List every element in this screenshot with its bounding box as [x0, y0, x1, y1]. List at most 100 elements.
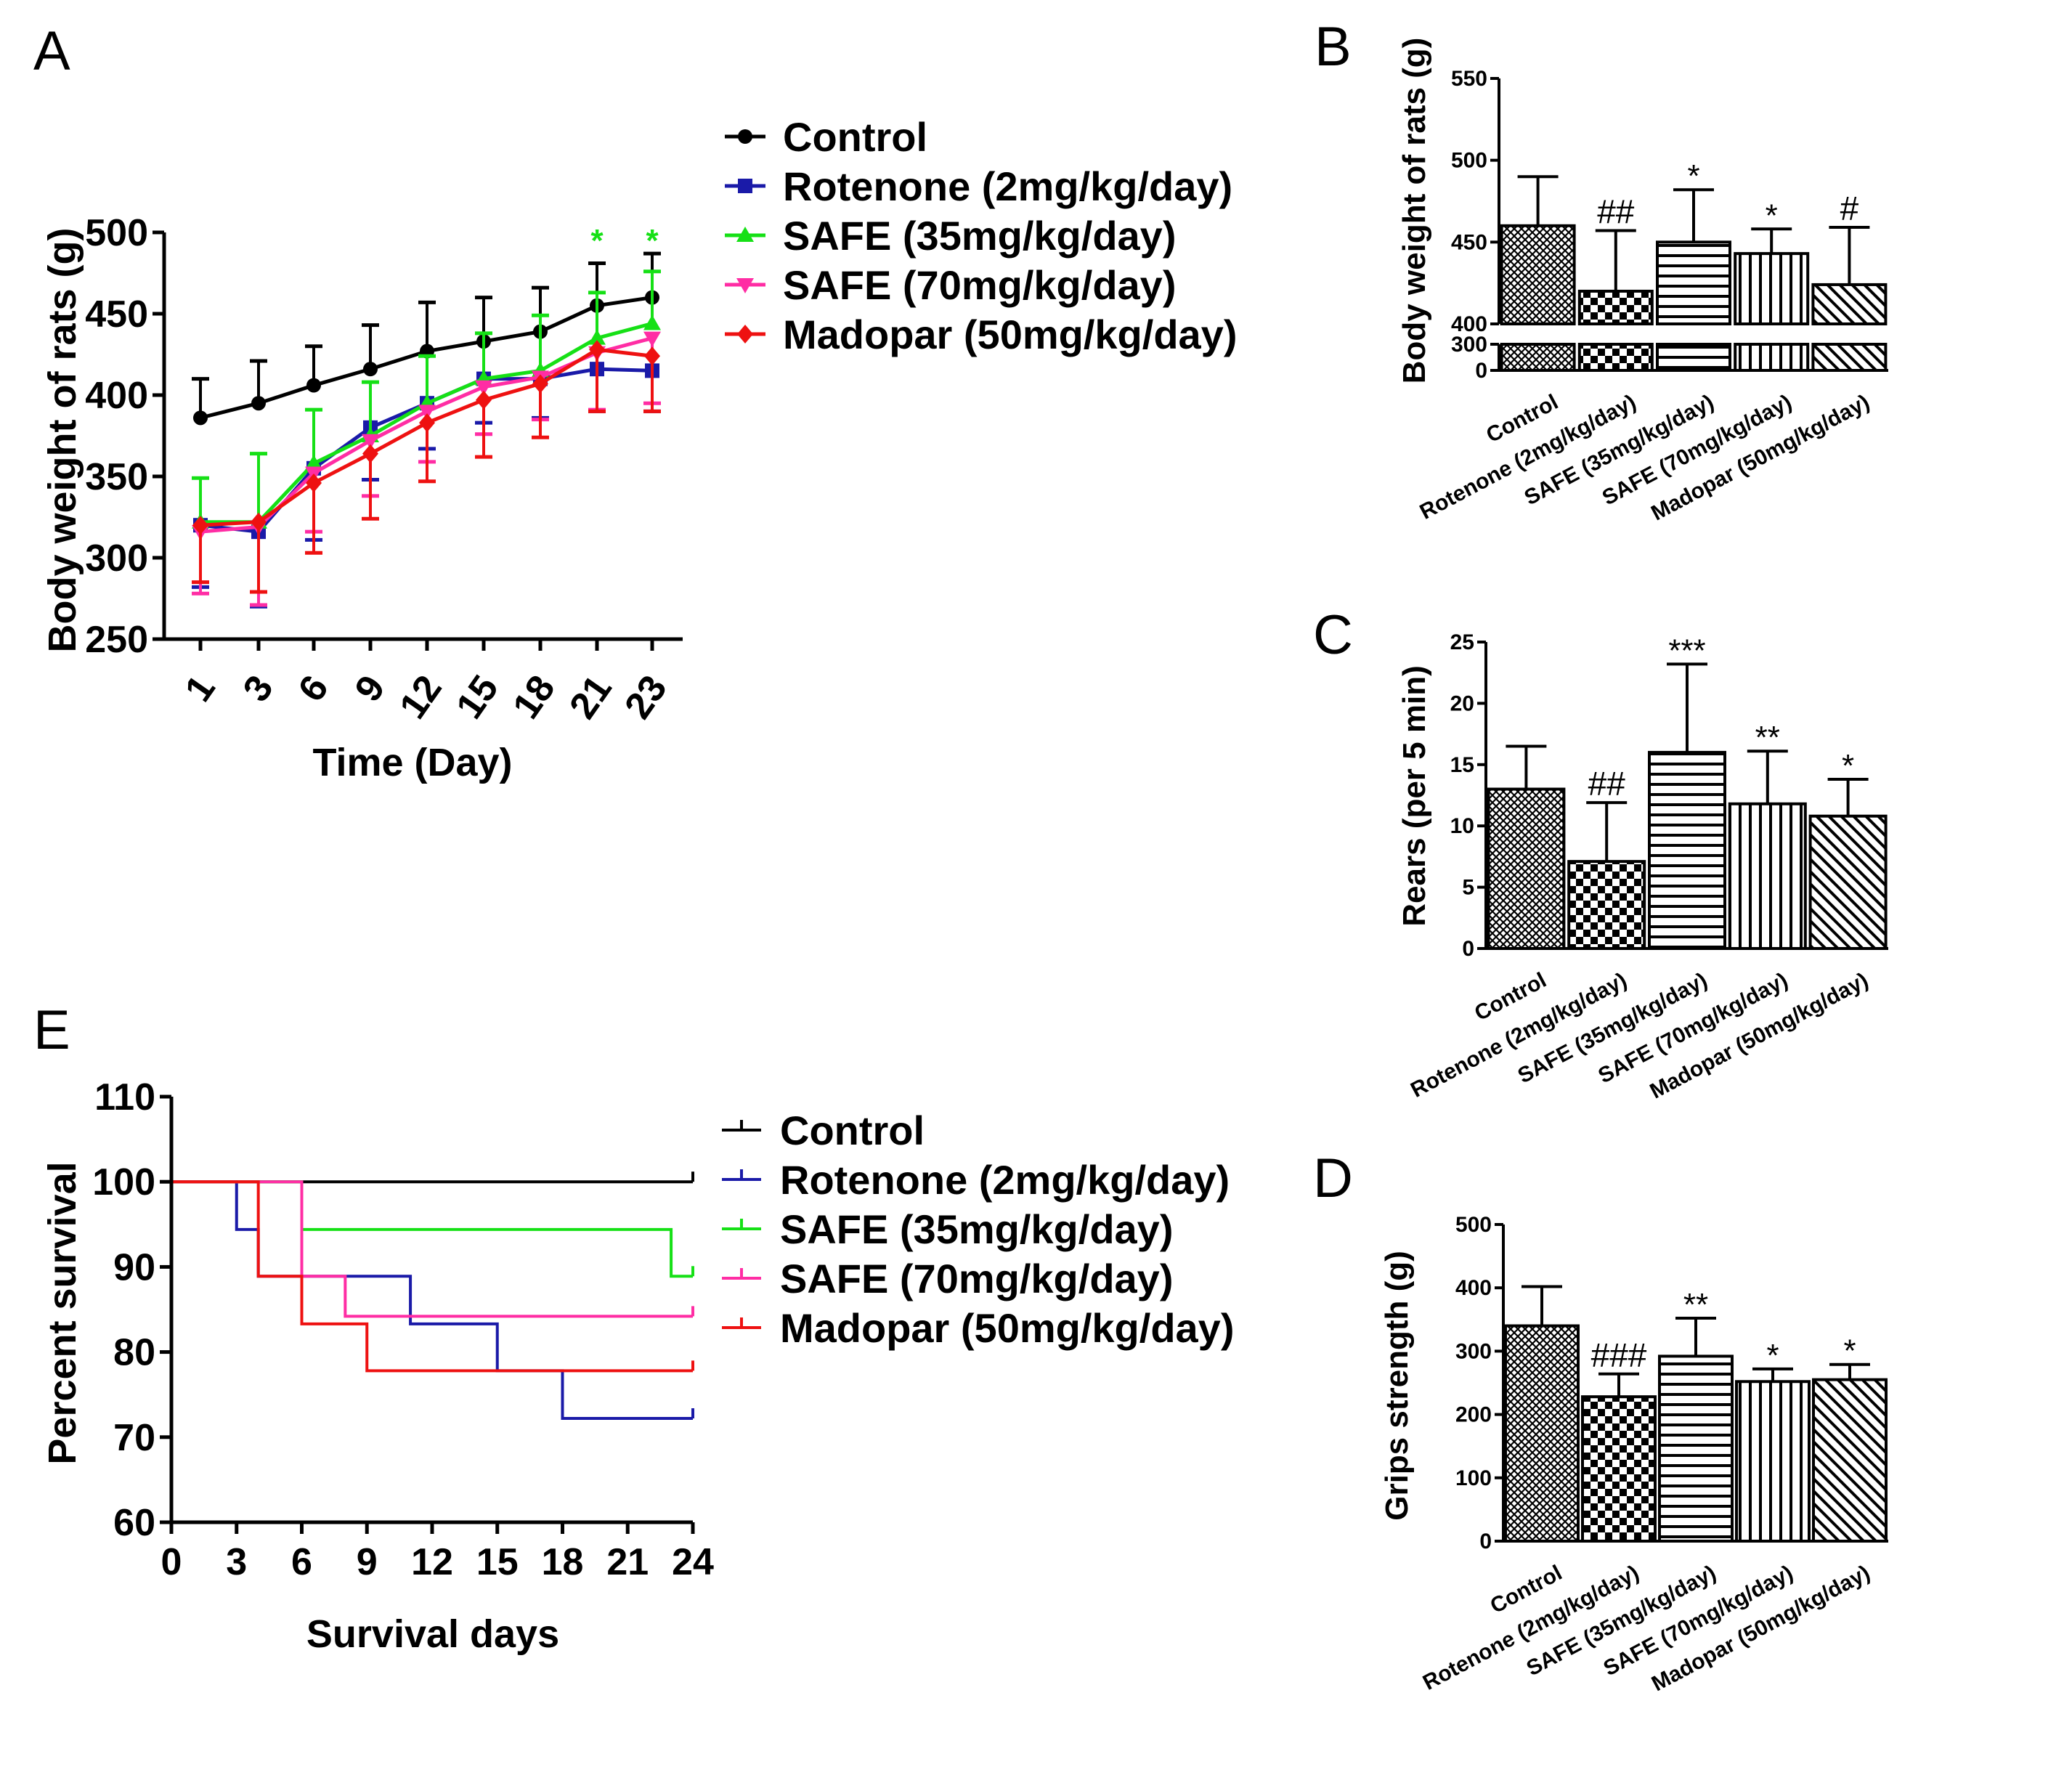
panel-a-x-tick-label: 21	[561, 668, 620, 727]
panel-a-point-control	[363, 362, 378, 377]
panel-e-y-tick-label: 100	[92, 1161, 155, 1203]
panel-c-y-tick-label: 25	[1450, 630, 1474, 654]
panel-a-point-control	[306, 378, 321, 393]
panel-a-point-control	[193, 410, 208, 426]
panel-e-y-tick-label: 90	[113, 1246, 155, 1288]
panel-a-legend-label-madopar-50mg-kg-day: Madopar (50mg/kg/day)	[783, 312, 1237, 357]
panel-e-survival-step-chart: 60 70 80 90 100 110 0 3 6 9 12 15 18 21 24 Percent sur…	[41, 1076, 1234, 1656]
panel-e-y-axis-title: Percent survival	[41, 1161, 84, 1464]
panel-a-y-tick-label: 300	[85, 537, 148, 580]
panel-b-bar-upper	[1811, 283, 1888, 326]
panel-a-legend-label-rotenone-2mg-kg-day: Rotenone (2mg/kg/day)	[783, 163, 1232, 209]
panel-a-point-madopar-50mg-kg-day	[192, 516, 208, 535]
panel-b-y-axis-title: Body weight of rats (g)	[1397, 38, 1432, 384]
panel-c-y-tick-label: 0	[1462, 937, 1474, 961]
panel-e-legend-label-rotenone-2mg-kg-day: Rotenone (2mg/kg/day)	[780, 1157, 1230, 1203]
panel-d-significance-label: *	[1766, 1338, 1779, 1373]
panel-d-bar	[1735, 1380, 1811, 1543]
panel-e-survival-line-safe-70mg-kg-day	[171, 1180, 693, 1318]
panel-a-point-safe-70mg-kg-day	[362, 434, 379, 450]
panel-letter-b: B	[1315, 16, 1352, 78]
panel-e-x-tick-label: 21	[606, 1541, 649, 1583]
panel-a-point-madopar-50mg-kg-day	[589, 340, 605, 360]
panel-a-point-safe-35mg-kg-day	[305, 455, 322, 471]
panel-d-significance-label: **	[1683, 1287, 1708, 1323]
panel-a-legend-marker-rotenone-2mg-kg-day	[738, 179, 752, 193]
panel-c-bar	[1487, 787, 1566, 951]
panel-e-x-tick-label: 9	[357, 1541, 378, 1583]
panel-a-y-tick-label: 350	[85, 456, 148, 498]
panel-a-point-madopar-50mg-kg-day	[419, 413, 435, 433]
panel-b-bar-upper	[1734, 252, 1810, 325]
panel-e-legend-label-control: Control	[780, 1108, 925, 1153]
panel-a-point-madopar-50mg-kg-day	[251, 512, 267, 532]
panel-e-legend-label-madopar-50mg-kg-day: Madopar (50mg/kg/day)	[780, 1305, 1234, 1351]
panel-b-significance-label: *	[1766, 198, 1778, 233]
panel-a-y-tick-label: 500	[85, 212, 148, 254]
panel-a-x-tick-label: 1	[177, 668, 224, 710]
panel-c-significance-label: ##	[1588, 765, 1626, 803]
panel-b-significance-label: *	[1687, 158, 1699, 194]
panel-d-y-tick-label: 400	[1455, 1276, 1492, 1300]
panel-a-x-tick-label: 9	[347, 668, 394, 710]
panel-b-bar-upper	[1500, 224, 1576, 325]
panel-letter-e: E	[33, 999, 70, 1061]
panel-d-y-tick-label: 300	[1455, 1339, 1492, 1363]
panel-e-survival-line-madopar-50mg-kg-day	[171, 1180, 693, 1373]
panel-d-y-tick-label: 0	[1479, 1530, 1492, 1553]
panel-a-y-axis-title: Body weight of rats (g)	[41, 228, 84, 653]
panel-d-y-tick-label: 200	[1455, 1403, 1492, 1427]
panel-d-bar	[1581, 1395, 1657, 1543]
panel-a-legend-label-control: Control	[783, 114, 927, 160]
panel-c-y-tick-label: 5	[1462, 876, 1474, 900]
panel-b-y-tick-label: 300	[1451, 333, 1487, 357]
panel-c-bar	[1728, 802, 1807, 951]
panel-a-point-madopar-50mg-kg-day	[644, 346, 660, 366]
panel-b-y-tick-label: 0	[1475, 359, 1487, 383]
panel-b-bar-lower	[1811, 343, 1888, 372]
panel-a-x-tick-label: 3	[235, 668, 282, 710]
panel-a-legend-marker-madopar-50mg-kg-day	[737, 325, 753, 344]
panel-b-body-weight-bar-chart: Control##Rotenone (2mg/kg/day)*SAFE (35m…	[1397, 38, 1888, 525]
panel-a-y-tick-label: 250	[85, 619, 148, 661]
panel-b-significance-label: ##	[1597, 193, 1635, 231]
panel-a-point-madopar-50mg-kg-day	[532, 374, 548, 394]
panel-b-bar-lower	[1500, 343, 1576, 372]
panel-b-y-tick-label: 450	[1451, 230, 1487, 254]
panel-b-y-tick-label: 400	[1451, 312, 1487, 336]
panel-a-x-axis-title: Time (Day)	[312, 741, 512, 784]
panel-c-rears-bar-chart: Control##Rotenone (2mg/kg/day)***SAFE (3…	[1397, 630, 1888, 1103]
panel-e-x-tick-label: 15	[476, 1541, 519, 1583]
panel-a-legend-marker-safe-70mg-kg-day	[736, 278, 754, 293]
panel-a-point-control	[251, 396, 266, 411]
panel-e-y-tick-label: 60	[113, 1502, 155, 1544]
panel-e-x-tick-label: 12	[411, 1541, 453, 1583]
panel-c-y-tick-label: 15	[1450, 753, 1474, 777]
panel-a-significance-marker: *	[646, 223, 659, 259]
panel-a-legend-label-safe-35mg-kg-day: SAFE (35mg/kg/day)	[783, 213, 1176, 259]
panel-a-legend-marker-control	[738, 129, 752, 144]
panel-e-x-axis-title: Survival days	[306, 1612, 559, 1656]
panel-a-y-tick-label: 400	[85, 375, 148, 417]
panel-b-bar-lower	[1656, 343, 1731, 372]
panel-a-point-safe-35mg-kg-day	[588, 329, 606, 345]
panel-c-y-tick-label: 10	[1450, 814, 1474, 838]
panel-a-point-madopar-50mg-kg-day	[362, 444, 378, 463]
panel-a-point-safe-70mg-kg-day	[643, 331, 661, 347]
panel-c-significance-label: **	[1755, 720, 1780, 755]
panel-a-point-safe-70mg-kg-day	[418, 405, 436, 421]
panel-e-y-tick-label: 80	[113, 1332, 155, 1374]
panel-d-bar	[1504, 1324, 1580, 1543]
panel-d-grips-strength-bar-chart: Control###Rotenone (2mg/kg/day)**SAFE (3…	[1379, 1213, 1888, 1696]
panel-a-point-safe-35mg-kg-day	[643, 314, 661, 330]
panel-b-y-tick-label: 550	[1451, 67, 1487, 91]
panel-c-bar	[1648, 750, 1726, 951]
panel-d-y-axis-title: Grips strength (g)	[1379, 1251, 1415, 1521]
panel-b-significance-label: #	[1840, 190, 1859, 227]
panel-c-bar	[1808, 814, 1888, 951]
panel-e-y-tick-label: 110	[94, 1076, 155, 1118]
panel-c-significance-label: ***	[1668, 633, 1705, 668]
panel-e-x-tick-label: 3	[226, 1541, 247, 1583]
